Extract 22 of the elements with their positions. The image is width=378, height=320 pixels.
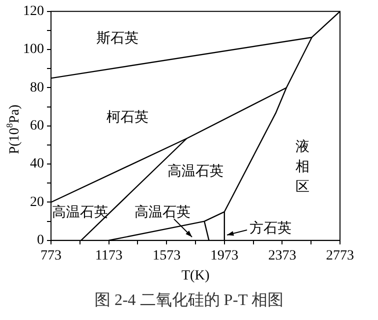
annotation: 高温石英 (168, 163, 224, 180)
annotation: 高温石英 (52, 204, 108, 221)
annotation: 柯石英 (106, 110, 149, 126)
x-tick-label: 773 (40, 248, 62, 264)
x-tick-label: 1573 (152, 248, 181, 264)
annotation: 高温石英 (134, 204, 190, 221)
x-tick-label: 1173 (95, 248, 123, 264)
annotation: 方石英 (250, 220, 292, 237)
annotation: 斯石英 (96, 30, 138, 47)
caption: 图 2-4 二氧化硅的 P-T 相图 (93, 290, 285, 311)
x-tick-label: 2773 (326, 248, 354, 264)
y-tick-label: 20 (30, 194, 44, 210)
y-tick-label: 120 (23, 4, 44, 20)
x-tick-label: 2373 (268, 248, 296, 264)
annotation: 液相区 (295, 138, 310, 195)
y-tick-label: 80 (30, 80, 44, 96)
x-axis-title: T(K) (182, 268, 210, 284)
y-tick-label: 0 (37, 233, 44, 248)
y-tick-label: 40 (30, 156, 44, 172)
y-tick-label: 60 (30, 118, 44, 134)
y-tick-label: 100 (23, 42, 44, 58)
x-tick-label: 1973 (210, 248, 238, 264)
